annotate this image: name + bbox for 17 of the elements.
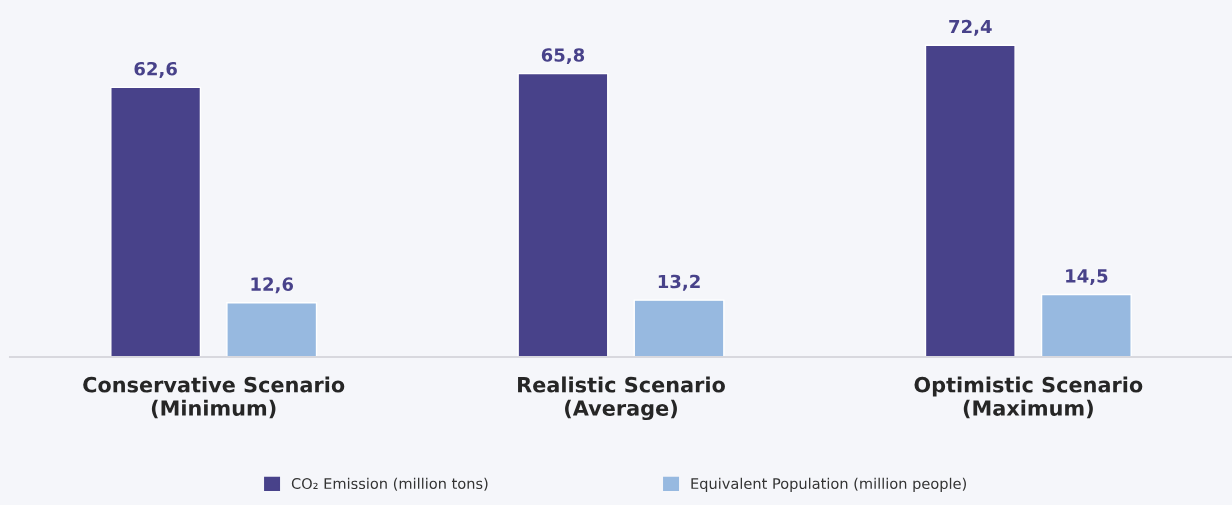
x-tick-label: Conservative Scenario (Minimum) <box>83 376 345 419</box>
data-label: 72,4 <box>949 19 992 36</box>
x-tick-label: Realistic Scenario (Average) <box>518 376 725 421</box>
legend-label: Equivalent Population (million people) <box>691 477 966 492</box>
bar <box>924 44 1016 357</box>
data-label: 65,8 <box>541 48 585 65</box>
data-label: 12,6 <box>251 277 294 294</box>
data-label: 14,5 <box>1066 269 1108 286</box>
x-tick-label: Optimistic Scenario (Maximum) <box>914 376 1143 419</box>
bar <box>226 302 318 357</box>
bar <box>1040 293 1132 357</box>
bar <box>633 299 725 357</box>
legend-label: CO₂ Emission (million tons) <box>291 477 488 491</box>
bar <box>517 72 609 357</box>
data-label: 13,2 <box>658 274 700 291</box>
data-label: 62,6 <box>134 61 177 78</box>
bar <box>110 86 202 357</box>
